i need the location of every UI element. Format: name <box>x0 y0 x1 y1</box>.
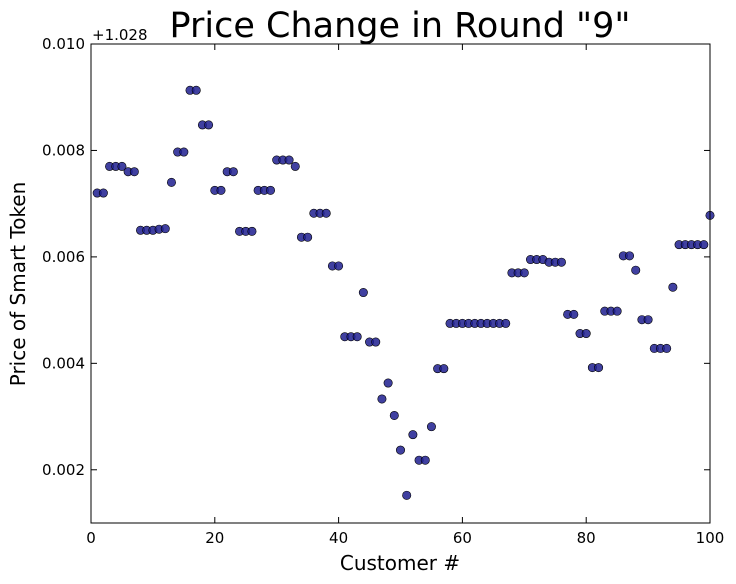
data-point <box>402 490 412 500</box>
data-point <box>303 232 313 242</box>
data-point <box>358 288 368 298</box>
data-point <box>501 318 511 328</box>
data-point <box>408 430 418 440</box>
data-point <box>625 251 635 261</box>
y-axis-offset-label: +1.028 <box>92 26 148 44</box>
data-point <box>643 315 653 325</box>
data-point <box>519 268 529 278</box>
data-point <box>117 161 127 171</box>
data-point <box>699 240 709 250</box>
data-point <box>389 410 399 420</box>
data-point <box>581 329 591 339</box>
x-tick-label: 20 <box>205 529 224 547</box>
data-point <box>247 226 257 236</box>
data-point <box>668 282 678 292</box>
data-point <box>371 337 381 347</box>
data-point <box>290 161 300 171</box>
x-axis-label: Customer # <box>340 551 460 575</box>
data-point <box>662 343 672 353</box>
data-point <box>216 185 226 195</box>
y-tick-label: 0.002 <box>42 461 85 479</box>
y-tick-label: 0.010 <box>42 35 85 53</box>
data-point <box>129 167 139 177</box>
data-point <box>395 445 405 455</box>
data-point <box>439 364 449 374</box>
plot-frame <box>90 43 711 524</box>
x-tick-label: 0 <box>86 529 96 547</box>
x-tick-label: 100 <box>696 529 725 547</box>
x-tick-label: 80 <box>577 529 596 547</box>
data-point <box>352 332 362 342</box>
data-point <box>383 378 393 388</box>
y-axis-label: Price of Smart Token <box>6 182 30 387</box>
x-tick-label: 40 <box>329 529 348 547</box>
data-point <box>204 120 214 130</box>
data-point <box>228 167 238 177</box>
data-point <box>191 85 201 95</box>
data-point <box>631 265 641 275</box>
chart-title: Price Change in Round "9" <box>170 6 631 46</box>
data-point <box>569 309 579 319</box>
data-point <box>179 147 189 157</box>
data-point <box>266 185 276 195</box>
y-tick-label: 0.006 <box>42 248 85 266</box>
data-point <box>166 177 176 187</box>
data-point <box>612 306 622 316</box>
axis-ticks: 0 20 40 60 80 100 0.002 0.004 0.006 0.008 0.010 <box>42 35 724 547</box>
y-tick-label: 0.008 <box>42 141 85 159</box>
data-point <box>556 257 566 267</box>
data-point <box>98 188 108 198</box>
x-tick-label: 60 <box>453 529 472 547</box>
data-points <box>92 85 715 500</box>
data-point <box>321 208 331 218</box>
data-point <box>594 363 604 373</box>
data-point <box>377 394 387 404</box>
data-point <box>426 422 436 432</box>
y-tick-label: 0.004 <box>42 354 85 372</box>
data-point <box>160 224 170 234</box>
data-point <box>284 155 294 165</box>
data-point <box>420 455 430 465</box>
data-point <box>334 261 344 271</box>
